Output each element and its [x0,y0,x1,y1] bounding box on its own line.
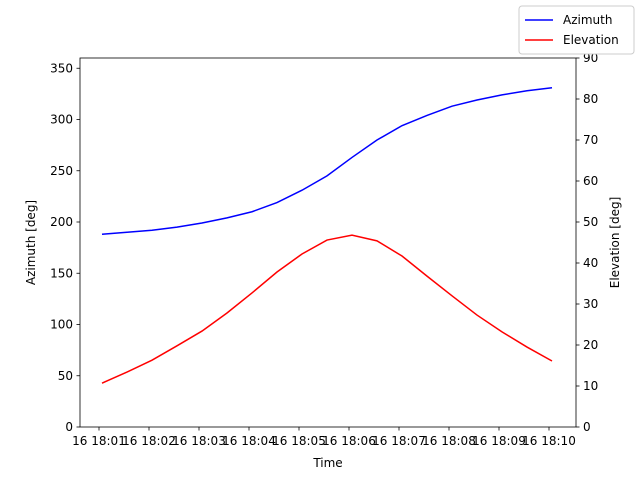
y-tick-label: 150 [50,266,73,280]
y-axis-label: Azimuth [deg] [24,200,38,285]
x-tick-label: 16 18:01 [72,434,126,448]
y-tick-label: 350 [50,61,73,75]
x-tick-label: 16 18:02 [122,434,176,448]
x-axis-label: Time [312,456,342,470]
x-tick-label: 16 18:10 [522,434,576,448]
x-tick-label: 16 18:04 [222,434,276,448]
line-series [101,234,553,384]
y-tick-label: 200 [50,215,73,229]
y2-tick-label: 50 [583,215,598,229]
legend-label: Azimuth [563,13,612,27]
y2-tick-label: 40 [583,256,598,270]
x-tick-label: 16 18:09 [472,434,526,448]
line-series [101,86,553,236]
y2-tick-label: 10 [583,379,598,393]
x-tick-label: 16 18:03 [172,434,226,448]
legend-box [518,5,635,55]
x-tick-label: 16 18:06 [322,434,376,448]
axes-frame [79,57,577,428]
x-tick-label: 16 18:08 [422,434,476,448]
y-tick-label: 300 [50,113,73,127]
y-tick-label: 50 [58,369,73,383]
y2-tick-label: 20 [583,338,598,352]
x-tick-label: 16 18:05 [272,434,326,448]
y2-axis-label: Elevation [deg] [608,197,622,289]
y2-tick-label: 60 [583,174,598,188]
y-tick-label: 250 [50,164,73,178]
y2-tick-label: 0 [583,420,591,434]
legend-label: Elevation [563,33,619,47]
y-tick-label: 0 [65,420,73,434]
y2-tick-label: 70 [583,133,598,147]
y2-tick-label: 80 [583,92,598,106]
y2-tick-label: 30 [583,297,598,311]
y-tick-label: 100 [50,318,73,332]
x-tick-label: 16 18:07 [372,434,426,448]
